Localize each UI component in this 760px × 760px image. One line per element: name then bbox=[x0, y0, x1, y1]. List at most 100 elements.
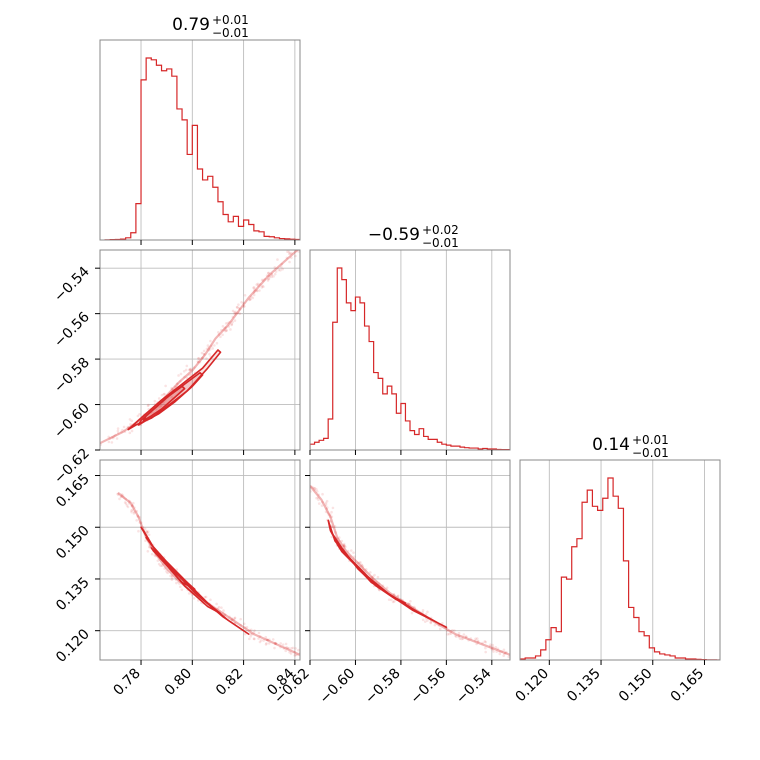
sample-point bbox=[253, 629, 256, 632]
histogram-bin bbox=[455, 446, 460, 450]
sample-point bbox=[276, 258, 279, 261]
histogram-bin bbox=[541, 650, 546, 660]
sample-point bbox=[209, 339, 212, 343]
sample-point bbox=[188, 368, 191, 372]
sample-point bbox=[179, 380, 182, 383]
sample-point bbox=[453, 629, 456, 632]
panel-title: 0.79 +0.01−0.01 bbox=[172, 13, 249, 40]
sample-point bbox=[491, 643, 495, 647]
title-plus-error: +0.01 bbox=[632, 433, 669, 447]
histogram-bin bbox=[213, 187, 218, 240]
sample-point bbox=[326, 511, 330, 514]
sample-point bbox=[274, 641, 278, 645]
sample-point bbox=[116, 492, 119, 496]
sample-point bbox=[255, 289, 259, 292]
sample-point bbox=[159, 404, 162, 408]
sample-point bbox=[267, 642, 271, 645]
sample-point bbox=[116, 427, 120, 430]
sample-point bbox=[202, 353, 206, 356]
sample-point bbox=[249, 632, 252, 636]
histogram-bin bbox=[415, 435, 420, 450]
density-ridge bbox=[310, 485, 510, 656]
histogram-bin bbox=[451, 446, 456, 450]
histogram-bin bbox=[433, 439, 438, 450]
histogram-bin bbox=[551, 628, 556, 660]
sample-point bbox=[223, 613, 227, 617]
sample-point bbox=[496, 647, 500, 651]
sample-point bbox=[175, 581, 178, 585]
sample-point bbox=[115, 437, 119, 440]
sample-point bbox=[391, 600, 395, 604]
sample-point bbox=[208, 348, 212, 351]
sample-point bbox=[234, 311, 237, 315]
sample-point bbox=[217, 605, 221, 609]
sample-point bbox=[182, 369, 186, 373]
sample-point bbox=[250, 628, 253, 632]
sample-point bbox=[450, 629, 454, 632]
histogram-bin bbox=[167, 69, 172, 240]
sample-point bbox=[464, 635, 468, 639]
sample-point bbox=[170, 574, 174, 578]
sample-point bbox=[252, 631, 256, 635]
sample-point bbox=[489, 643, 492, 646]
sample-point bbox=[454, 635, 458, 638]
histogram-bin bbox=[254, 231, 259, 240]
panel-frame bbox=[309, 459, 511, 661]
histogram-bin bbox=[392, 394, 397, 450]
sample-point bbox=[200, 351, 204, 355]
y-tick-label: −0.56 bbox=[51, 309, 93, 351]
sample-point bbox=[110, 441, 114, 444]
sample-point bbox=[461, 637, 465, 640]
sample-point bbox=[148, 545, 152, 549]
sample-point bbox=[484, 640, 487, 644]
sample-point bbox=[119, 495, 123, 498]
sample-point bbox=[329, 520, 332, 523]
sample-point bbox=[233, 311, 236, 314]
sample-point bbox=[340, 539, 344, 543]
sample-point bbox=[138, 521, 142, 524]
sample-point bbox=[429, 620, 433, 624]
sample-point bbox=[337, 536, 341, 539]
sample-point bbox=[170, 576, 174, 579]
histogram-bin bbox=[233, 216, 238, 240]
sample-point bbox=[233, 319, 237, 322]
sample-point bbox=[130, 419, 134, 423]
sample-point bbox=[429, 621, 433, 625]
sample-point bbox=[243, 626, 247, 629]
sample-point bbox=[346, 549, 350, 553]
sample-point bbox=[317, 502, 321, 505]
sample-point bbox=[268, 638, 271, 641]
sample-point bbox=[438, 627, 442, 631]
sample-point bbox=[224, 329, 227, 333]
panel-title: −0.59 +0.02−0.01 bbox=[368, 223, 459, 250]
sample-point bbox=[284, 649, 288, 653]
sample-point bbox=[373, 573, 376, 577]
sample-point bbox=[274, 642, 278, 645]
sample-point bbox=[272, 275, 275, 278]
sample-point bbox=[376, 575, 380, 579]
sample-point bbox=[209, 598, 212, 602]
sample-point bbox=[313, 487, 317, 490]
sample-point bbox=[223, 613, 227, 616]
sample-point bbox=[204, 595, 208, 599]
sample-point bbox=[145, 530, 148, 533]
sample-point bbox=[143, 527, 147, 531]
x-tick-label: 0.80 bbox=[162, 666, 195, 699]
sample-point bbox=[131, 504, 135, 507]
sample-point bbox=[231, 309, 235, 313]
sample-point bbox=[257, 284, 260, 288]
sample-point bbox=[201, 356, 205, 359]
sample-point bbox=[484, 646, 487, 650]
sample-point bbox=[124, 502, 128, 505]
sample-point bbox=[426, 610, 429, 614]
histogram-bin bbox=[410, 431, 415, 450]
panel-title: 0.14 +0.01−0.01 bbox=[592, 433, 669, 460]
sample-point bbox=[377, 582, 381, 585]
histogram-bin bbox=[428, 439, 433, 450]
sample-point bbox=[360, 564, 364, 567]
sample-point bbox=[226, 321, 230, 325]
panel-hist_p1: 0.79 +0.01−0.01 bbox=[99, 13, 301, 245]
sample-point bbox=[297, 648, 300, 652]
sample-point bbox=[261, 284, 264, 288]
sample-point bbox=[280, 262, 284, 266]
